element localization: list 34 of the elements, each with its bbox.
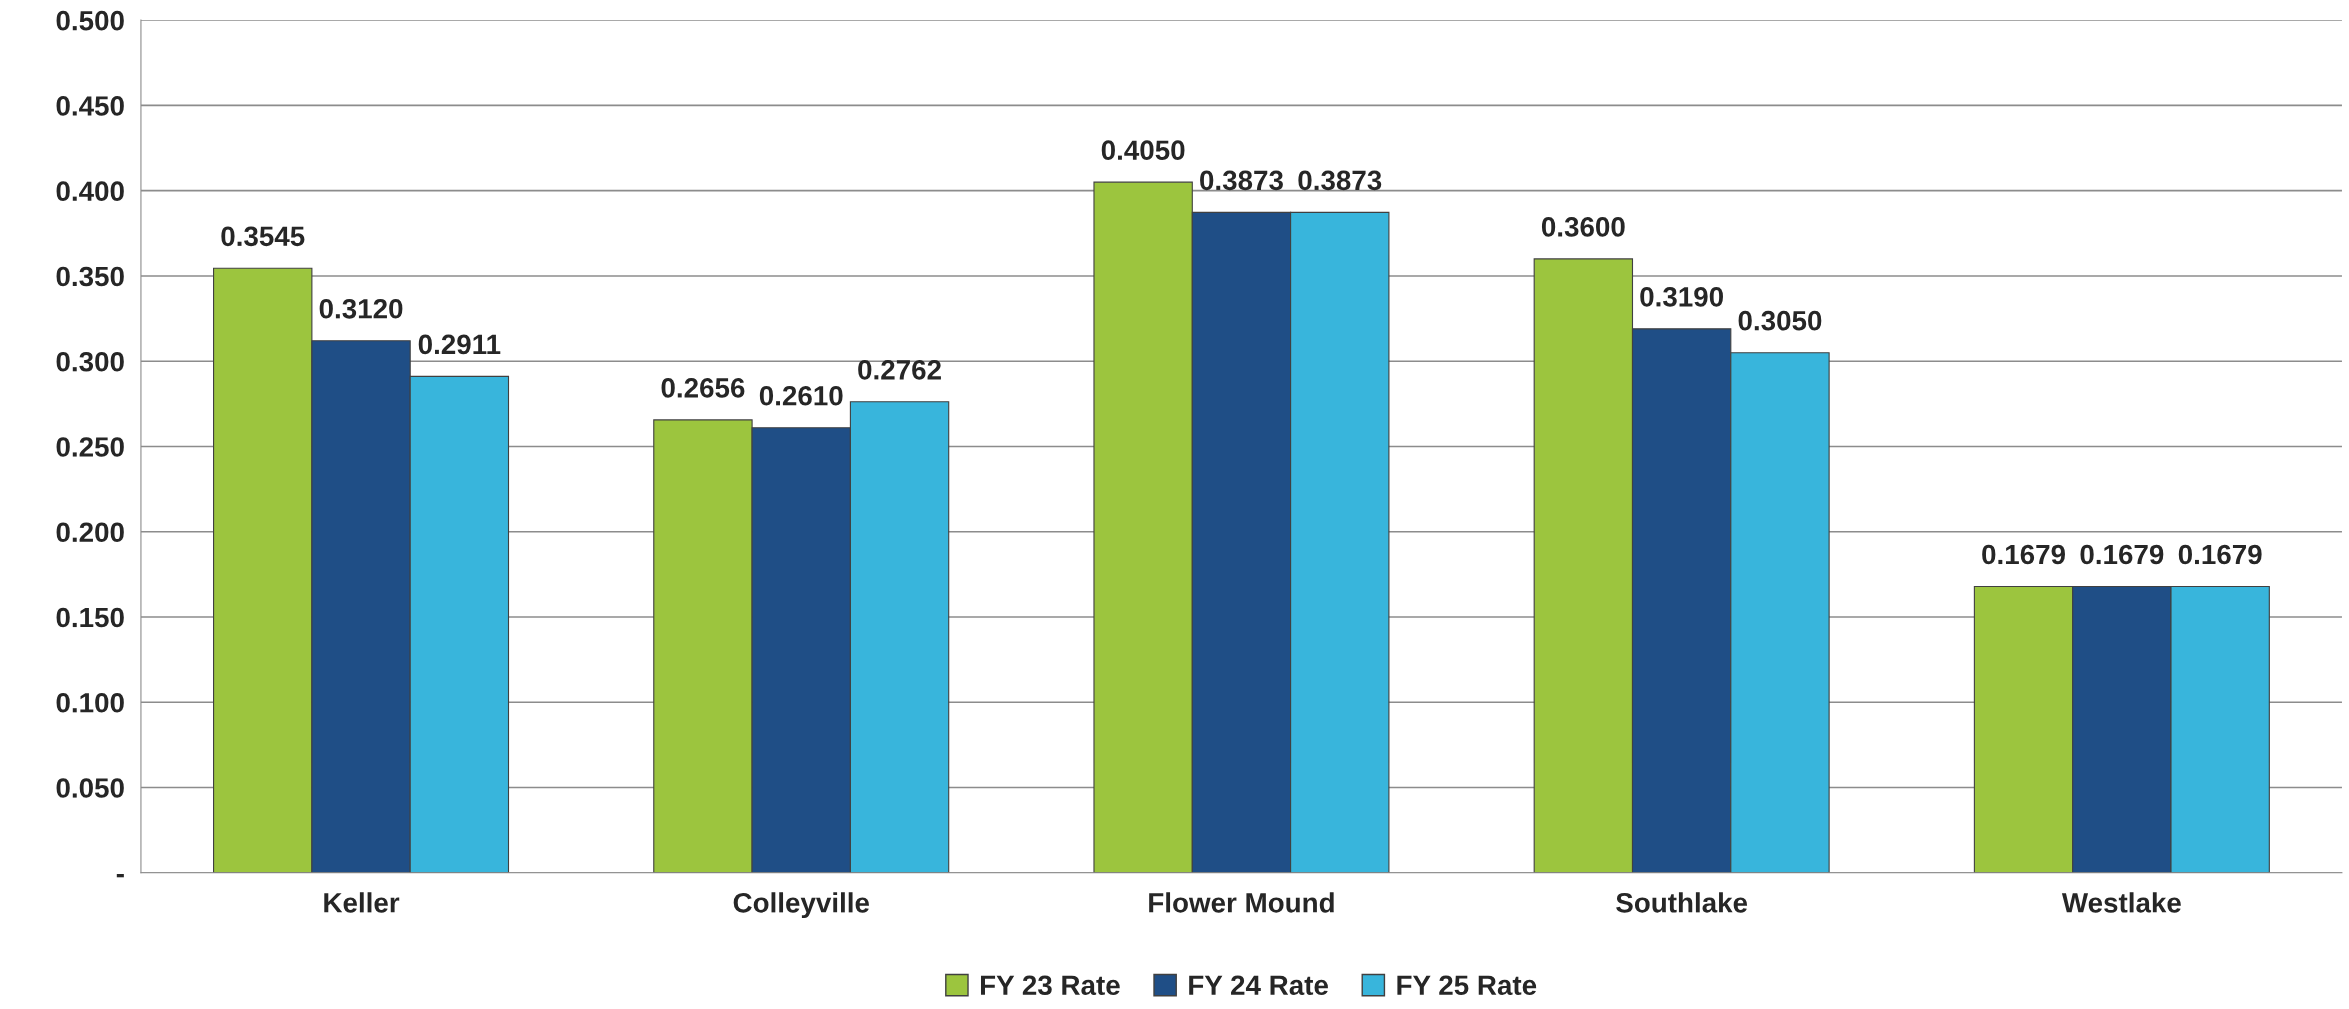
x-tick-label: Westlake [2061, 892, 2181, 913]
data-label: 0.3545 [221, 226, 305, 247]
data-label: 0.3873 [1200, 170, 1283, 191]
y-tick-label: - [116, 873, 124, 878]
data-label: 0.1679 [1982, 544, 2065, 565]
y-tick-label: 0.450 [56, 96, 124, 116]
data-label: 0.3873 [1298, 170, 1382, 191]
legend-label: FY 25 Rate [1397, 975, 1537, 996]
legend-label: FY 23 Rate [980, 975, 1120, 996]
y-tick-label: 0.050 [56, 778, 124, 798]
y-tick-label: 0.400 [56, 181, 124, 202]
data-label: 0.2762 [858, 359, 941, 380]
y-tick-label: 0.100 [56, 692, 124, 713]
y-tick-label: 0.250 [56, 437, 124, 457]
data-label: 0.2656 [661, 378, 745, 398]
data-label: 0.4050 [1101, 140, 1185, 161]
legend-label: FY 24 Rate [1189, 975, 1328, 996]
y-tick-label: 0.300 [56, 351, 124, 372]
y-tick-label: 0.150 [56, 607, 124, 628]
x-tick-label: Colleyville [733, 892, 870, 919]
data-label: 0.3600 [1541, 217, 1625, 237]
x-tick-label: Southlake [1616, 892, 1748, 913]
x-tick-label: Flower Mound [1149, 892, 1334, 913]
data-label: 0.3120 [319, 298, 403, 319]
x-tick-label: Keller [324, 892, 400, 913]
y-tick-label: 0.350 [56, 266, 124, 287]
y-tick-label: 0.200 [56, 522, 124, 543]
data-label: 0.2610 [759, 385, 843, 406]
data-label: 0.2911 [418, 334, 501, 355]
data-label: 0.1679 [2080, 544, 2164, 565]
y-tick-label: 0.500 [56, 10, 124, 31]
data-label: 0.3050 [1738, 310, 1822, 331]
data-label: 0.3190 [1640, 287, 1723, 307]
data-label: 0.1679 [2178, 544, 2262, 565]
